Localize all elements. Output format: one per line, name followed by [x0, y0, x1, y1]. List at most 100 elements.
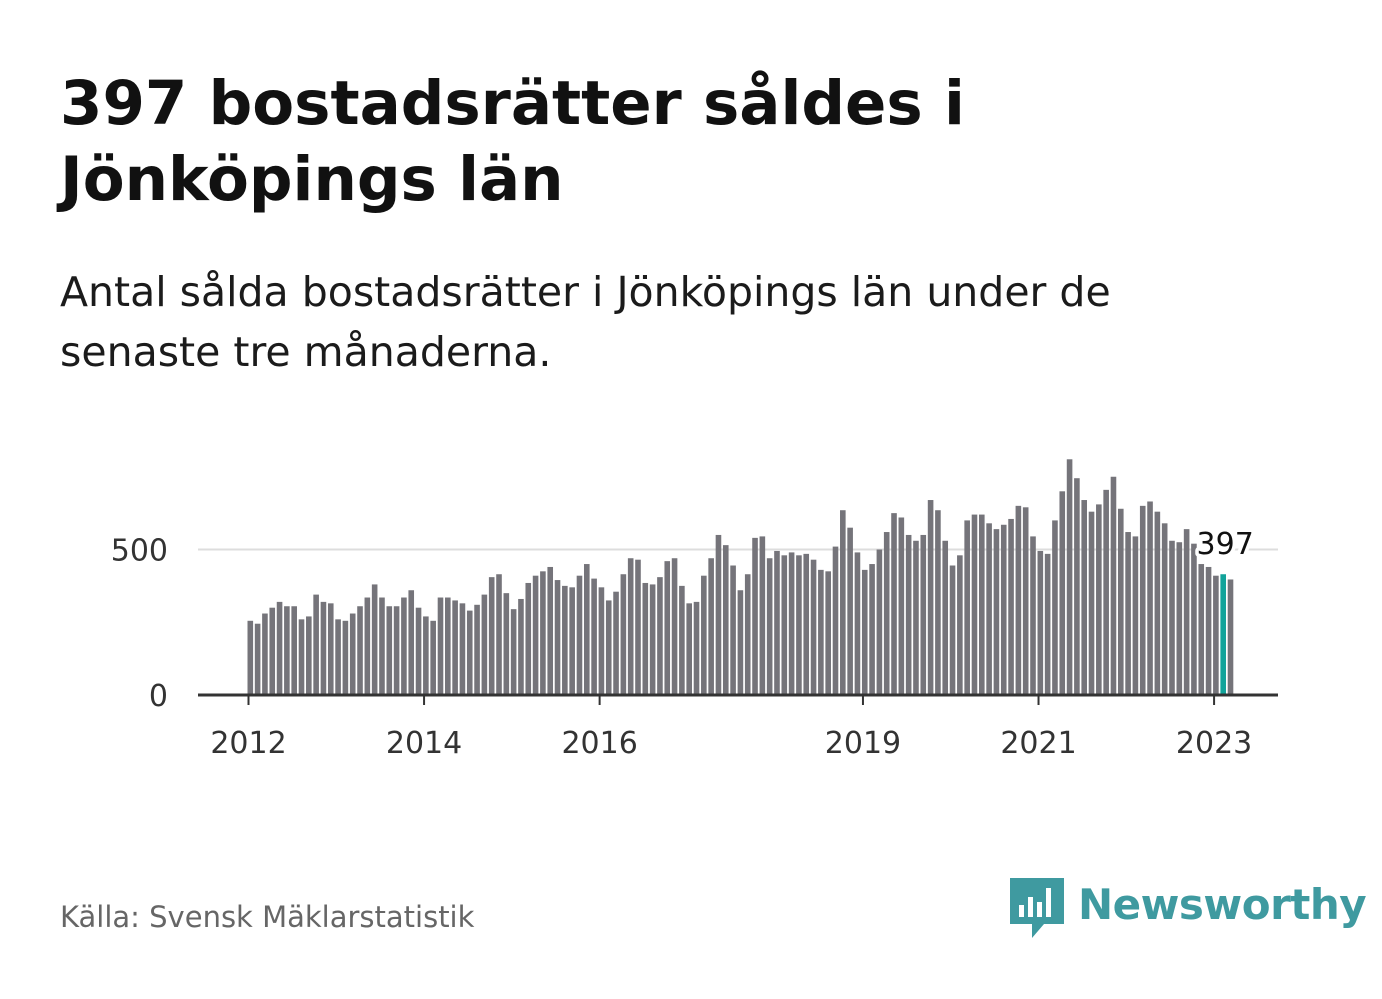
bar [1044, 553, 1051, 695]
x-tick-label-2014: 2014 [386, 726, 462, 761]
bar [657, 577, 663, 695]
bar [247, 620, 254, 695]
bar [1125, 532, 1131, 695]
bar [920, 534, 927, 695]
bar [679, 585, 685, 695]
bar [415, 607, 422, 695]
bar [554, 580, 561, 695]
bar [759, 536, 766, 695]
bar [342, 620, 349, 695]
newsworthy-logo-icon [1010, 878, 1064, 938]
bar [781, 555, 788, 695]
bar [971, 514, 978, 695]
bar [1117, 508, 1124, 695]
bar [291, 606, 297, 695]
bar [1110, 476, 1117, 695]
bar [935, 510, 941, 695]
bar [913, 540, 919, 695]
bar [562, 585, 568, 695]
bar [386, 606, 393, 695]
x-tick-label-2016: 2016 [561, 726, 637, 761]
bar [496, 574, 502, 695]
bar [1000, 524, 1007, 695]
y-tick-label-0: 0 [149, 679, 168, 714]
bar [262, 613, 268, 695]
bar [393, 606, 400, 695]
bar [898, 517, 905, 695]
bar [1037, 550, 1044, 695]
bar [1213, 575, 1219, 695]
bar [730, 565, 736, 695]
bar [708, 558, 714, 695]
bar [686, 603, 692, 695]
bar [1066, 459, 1073, 695]
bar [1176, 542, 1183, 695]
bar [876, 549, 883, 695]
bar [313, 594, 319, 695]
bar [364, 597, 371, 695]
bar [861, 569, 868, 695]
bar [1088, 511, 1095, 695]
bar [715, 534, 722, 695]
bar [693, 601, 700, 695]
newsworthy-logo: Newsworthy [1010, 878, 1367, 942]
bar [474, 604, 480, 695]
bar-chart: 0 500 2012 2014 2016 2019 2021 2023 397 [111, 459, 1278, 761]
bar [1205, 566, 1212, 695]
bar [298, 619, 305, 695]
bar [964, 520, 970, 695]
bar [905, 534, 912, 695]
bar [701, 575, 707, 695]
bar [993, 529, 1000, 695]
bar [481, 594, 488, 695]
bar [1059, 491, 1066, 695]
bar [401, 597, 407, 695]
bar [503, 593, 510, 695]
bar [583, 564, 590, 695]
x-tick-label-2019: 2019 [825, 726, 901, 761]
bar [818, 569, 824, 695]
bar [1198, 564, 1205, 695]
bar [320, 601, 327, 695]
bar [752, 537, 758, 695]
bar [1139, 505, 1146, 695]
bar [825, 571, 831, 695]
bar [796, 555, 802, 695]
bar [810, 559, 817, 695]
bar [854, 552, 861, 695]
bar [664, 561, 671, 695]
bar [1052, 520, 1058, 695]
bar [254, 623, 261, 695]
bar [840, 510, 846, 695]
bar [942, 540, 949, 695]
bar [986, 523, 992, 695]
bar [744, 574, 751, 695]
source-note: Källa: Svensk Mäklarstatistik [60, 900, 475, 934]
bar [957, 555, 963, 695]
bar [642, 582, 649, 695]
bar [832, 546, 839, 695]
bar [1096, 504, 1102, 695]
bar [1183, 529, 1190, 695]
bar [847, 527, 853, 695]
bar [927, 500, 934, 695]
bar [591, 578, 597, 695]
bar [269, 607, 276, 695]
bar [379, 597, 385, 695]
bar [525, 582, 532, 695]
bar [613, 591, 619, 695]
x-tick-label-2012: 2012 [210, 726, 286, 761]
bar [540, 571, 546, 695]
bar [327, 603, 334, 695]
bar [437, 597, 444, 695]
bar [774, 550, 780, 695]
bar [547, 566, 554, 695]
chart-title: 397 bostadsrätter såldes i Jönköpings lä… [60, 68, 965, 215]
bar [276, 601, 283, 695]
bar [408, 590, 415, 695]
bar [1015, 505, 1022, 695]
bar [335, 619, 341, 695]
bar [891, 513, 897, 695]
bar [466, 610, 473, 695]
bar [284, 606, 290, 695]
